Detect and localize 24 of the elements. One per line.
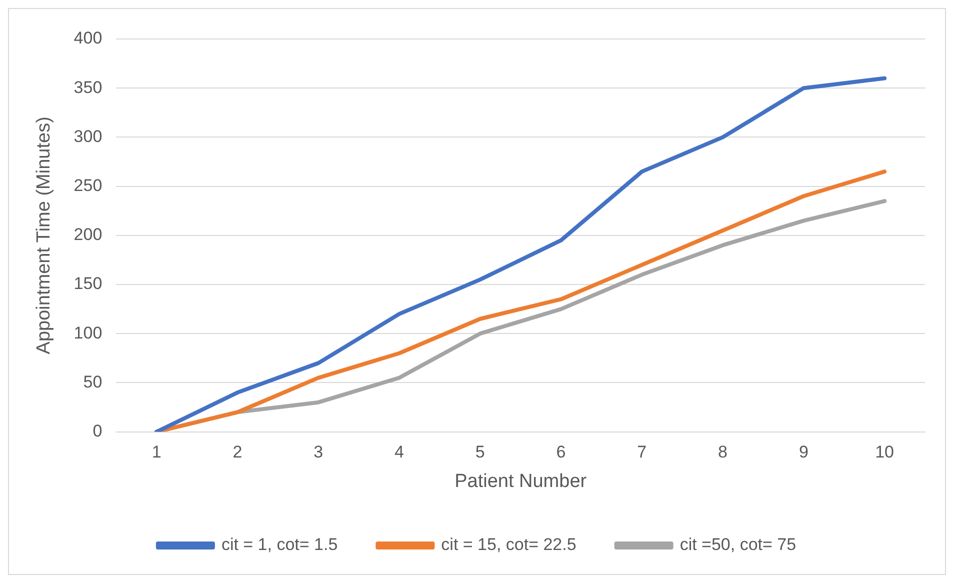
y-tick-label: 200 [74, 225, 102, 244]
x-tick-label: 5 [475, 442, 485, 462]
legend-label: cit = 1, cot= 1.5 [221, 535, 338, 554]
x-tick-label: 3 [314, 442, 324, 462]
x-tick-label: 6 [556, 442, 566, 462]
y-tick-label: 300 [74, 126, 102, 146]
x-tick-label: 2 [232, 442, 242, 462]
x-axis-title: Patient Number [454, 470, 588, 492]
y-tick-label: 50 [83, 372, 102, 392]
y-tick-label: 250 [74, 176, 102, 195]
y-tick-label: 150 [74, 274, 102, 294]
x-tick-label: 4 [394, 442, 404, 462]
legend-label: cit = 15, cot= 22.5 [441, 535, 576, 554]
y-tick-label: 0 [92, 421, 102, 440]
y-axis-title: Appointment Time (Minutes) [34, 116, 55, 354]
x-tick-label: 9 [798, 442, 808, 462]
x-tick-label: 7 [637, 442, 647, 462]
x-tick-label: 8 [718, 442, 728, 462]
x-tick-label: 10 [875, 442, 894, 462]
y-tick-label: 100 [74, 323, 102, 342]
y-tick-label: 400 [74, 28, 102, 48]
y-tick-label: 350 [74, 78, 102, 97]
legend-label: cit =50, cot= 75 [680, 535, 796, 554]
x-tick-label: 1 [152, 442, 162, 462]
